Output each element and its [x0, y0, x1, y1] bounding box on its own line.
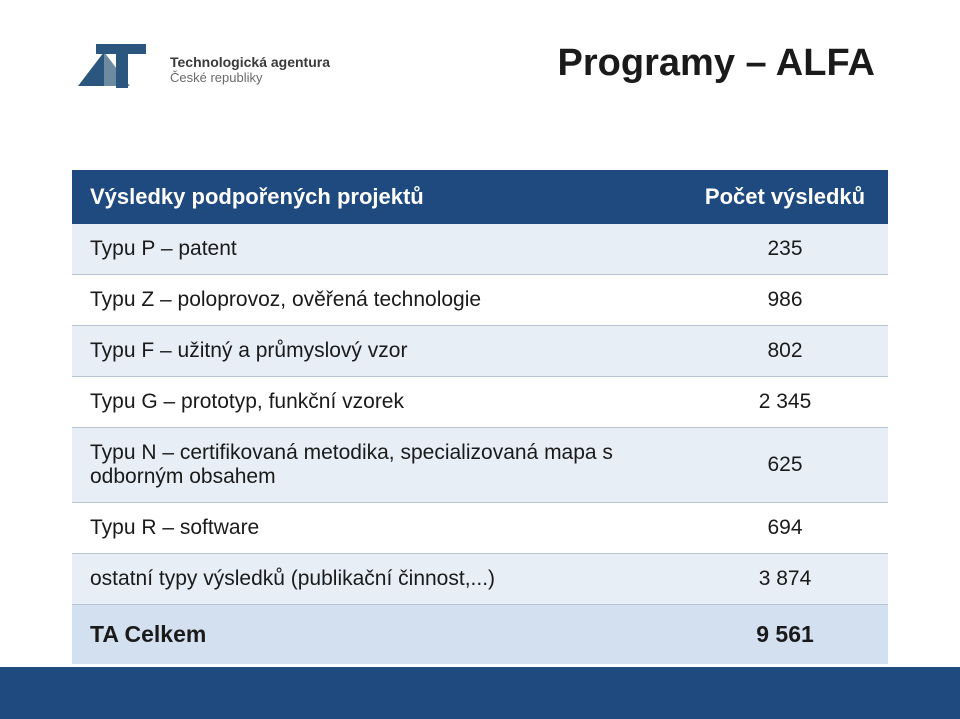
col-header-left: Výsledky podpořených projektů [72, 170, 682, 224]
table-row: Typu P – patent 235 [72, 224, 888, 275]
row-label: Typu P – patent [72, 224, 682, 275]
results-table: Výsledky podpořených projektů Počet výsl… [72, 170, 888, 664]
col-header-right: Počet výsledků [682, 170, 888, 224]
slide: { "logo": { "line1": "Technologická agen… [0, 0, 960, 719]
table-row: ostatní typy výsledků (publikační činnos… [72, 554, 888, 605]
table-row: Typu N – certifikovaná metodika, special… [72, 428, 888, 503]
table-row: Typu G – prototyp, funkční vzorek 2 345 [72, 377, 888, 428]
table-row: Typu Z – poloprovoz, ověřená technologie… [72, 275, 888, 326]
row-label: Typu R – software [72, 503, 682, 554]
row-value: 235 [682, 224, 888, 275]
row-value: 802 [682, 326, 888, 377]
page-title: Programy – ALFA [558, 42, 875, 85]
total-label: TA Celkem [72, 605, 682, 665]
logo-text: Technologická agentura České republiky [170, 54, 330, 85]
total-value: 9 561 [682, 605, 888, 665]
row-value: 694 [682, 503, 888, 554]
row-label: Typu Z – poloprovoz, ověřená technologie [72, 275, 682, 326]
table-row: Typu R – software 694 [72, 503, 888, 554]
row-value: 3 874 [682, 554, 888, 605]
row-value: 2 345 [682, 377, 888, 428]
row-value: 625 [682, 428, 888, 503]
logo-line1: Technologická agentura [170, 54, 330, 70]
row-label: Typu F – užitný a průmyslový vzor [72, 326, 682, 377]
row-value: 986 [682, 275, 888, 326]
footer-bar [0, 667, 960, 719]
table-row: Typu F – užitný a průmyslový vzor 802 [72, 326, 888, 377]
table-total-row: TA Celkem 9 561 [72, 605, 888, 665]
row-label: Typu G – prototyp, funkční vzorek [72, 377, 682, 428]
logo-mark-icon [70, 38, 160, 102]
logo-line2: České republiky [170, 71, 330, 86]
row-label: Typu N – certifikovaná metodika, special… [72, 428, 682, 503]
row-label: ostatní typy výsledků (publikační činnos… [72, 554, 682, 605]
logo: Technologická agentura České republiky [70, 38, 330, 102]
